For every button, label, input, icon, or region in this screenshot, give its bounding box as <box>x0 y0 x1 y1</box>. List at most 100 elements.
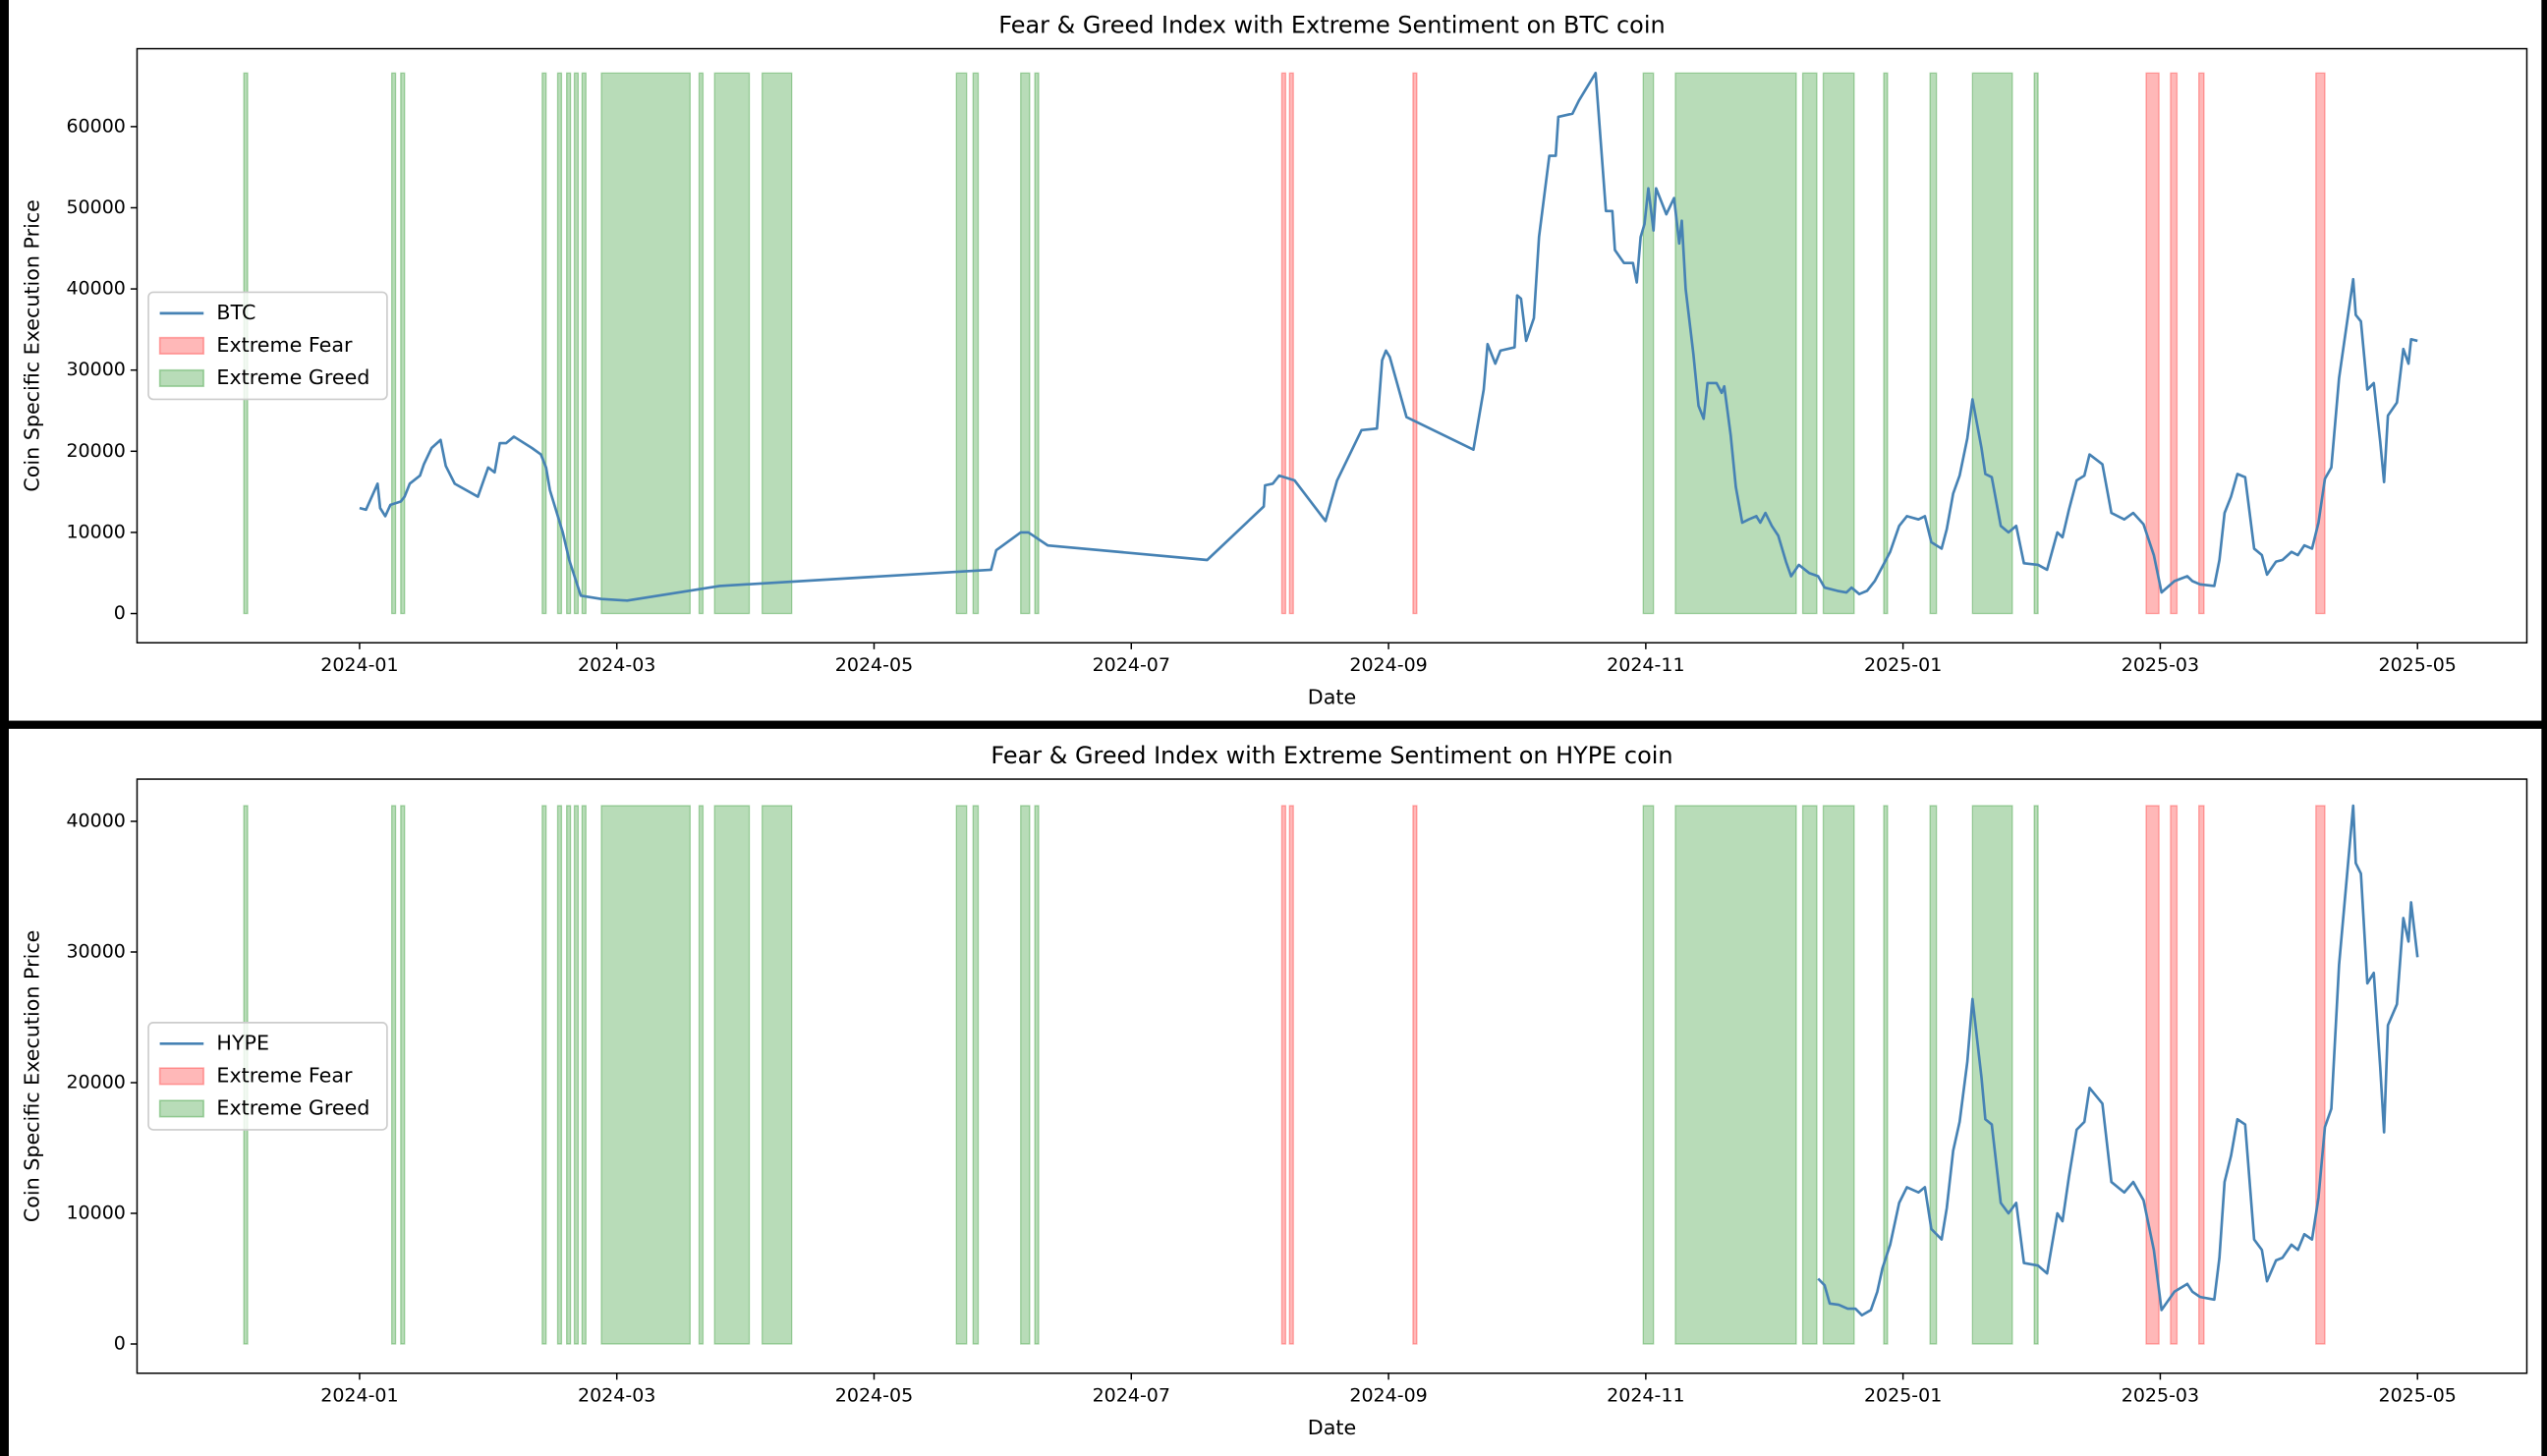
x-tick-label: 2024-01 <box>320 1384 398 1406</box>
sentiment-span <box>955 805 968 1345</box>
y-tick-label: 10000 <box>66 521 125 542</box>
sentiment-span <box>390 805 397 1345</box>
y-tick-label: 50000 <box>66 196 125 218</box>
sentiment-span <box>1288 805 1294 1345</box>
legend-patch <box>158 336 205 355</box>
sentiment-span <box>713 72 751 615</box>
y-axis-label: Coin Specific Execution Price <box>21 930 44 1223</box>
sentiment-span <box>1020 805 1031 1345</box>
x-tick-label: 2024-07 <box>1093 1384 1170 1406</box>
sentiment-span <box>2170 805 2179 1345</box>
legend-label: HYPE <box>216 1031 269 1054</box>
y-tick-label: 10000 <box>66 1203 125 1224</box>
x-tick-label: 2024-09 <box>1349 1384 1427 1406</box>
sentiment-span <box>581 72 587 615</box>
sentiment-span <box>1412 72 1418 615</box>
sentiment-span <box>761 805 793 1345</box>
sentiment-span <box>1642 72 1655 615</box>
sentiment-span <box>2033 805 2039 1345</box>
x-tick-label: 2024-03 <box>578 1384 655 1406</box>
sentiment-span <box>1929 805 1938 1345</box>
sentiment-span <box>2198 805 2205 1345</box>
x-tick-label: 2025-05 <box>2379 654 2457 676</box>
sentiment-span <box>556 72 563 615</box>
x-tick-label: 2025-03 <box>2122 1384 2199 1406</box>
x-tick-label: 2024-09 <box>1349 654 1427 676</box>
sentiment-span <box>955 72 968 615</box>
sentiment-span <box>761 72 793 615</box>
sentiment-span <box>1929 72 1938 615</box>
sentiment-span <box>2170 72 2179 615</box>
x-tick-label: 2025-01 <box>1864 1384 1942 1406</box>
sentiment-span <box>400 805 406 1345</box>
sentiment-span <box>1412 805 1418 1345</box>
sentiment-span <box>1280 72 1287 615</box>
x-tick-label: 2024-11 <box>1607 654 1684 676</box>
x-tick-label: 2024-05 <box>835 1384 913 1406</box>
legend-label: Extreme Greed <box>216 1095 369 1119</box>
sentiment-span <box>400 72 406 615</box>
sentiment-span <box>1971 72 2013 615</box>
sentiment-span <box>1034 72 1040 615</box>
plot-frame <box>136 778 2528 1374</box>
y-tick-label: 30000 <box>66 359 125 380</box>
legend-patch <box>158 1099 205 1118</box>
sentiment-span <box>2145 805 2160 1345</box>
sentiment-span <box>1288 72 1294 615</box>
sentiment-span <box>972 805 980 1345</box>
legend-label: Extreme Fear <box>216 1063 353 1087</box>
sentiment-span <box>600 805 691 1345</box>
sentiment-span <box>541 805 547 1345</box>
x-tick-label: 2024-05 <box>835 654 913 676</box>
sentiment-span <box>2033 72 2039 615</box>
legend-patch <box>158 1067 205 1086</box>
sentiment-span <box>566 805 572 1345</box>
x-tick-label: 2024-07 <box>1093 654 1170 676</box>
price-line <box>1817 804 2419 1317</box>
x-axis-label: Date <box>1308 1416 1356 1439</box>
sentiment-span <box>972 72 980 615</box>
sentiment-span <box>1674 72 1797 615</box>
y-tick-label: 0 <box>114 602 126 624</box>
legend-box <box>147 291 388 401</box>
sentiment-span <box>581 805 587 1345</box>
sentiment-span <box>2145 72 2160 615</box>
sentiment-span <box>1822 72 1855 615</box>
sentiment-span <box>1020 72 1031 615</box>
x-tick-label: 2024-03 <box>578 654 655 676</box>
sentiment-span <box>1642 805 1655 1345</box>
x-tick-label: 2025-05 <box>2379 1384 2457 1406</box>
legend-label: Extreme Greed <box>216 365 369 389</box>
price-line <box>359 72 2418 602</box>
legend: BTC Extreme Fear Extreme Greed <box>147 291 388 401</box>
sentiment-span <box>600 72 691 615</box>
legend-box <box>147 1022 388 1131</box>
x-axis-label: Date <box>1308 685 1356 708</box>
chart-title: Fear & Greed Index with Extreme Sentimen… <box>998 11 1665 38</box>
sentiment-span <box>1883 805 1889 1345</box>
sentiment-span <box>1801 72 1818 615</box>
legend-patch <box>158 368 205 388</box>
panel <box>8 0 2542 721</box>
panel <box>8 728 2542 1456</box>
sentiment-span <box>698 72 705 615</box>
sentiment-span <box>1674 805 1797 1345</box>
sentiment-span <box>390 72 397 615</box>
legend: HYPE Extreme Fear Extreme Greed <box>147 1022 388 1131</box>
sentiment-span <box>1801 805 1818 1345</box>
sentiment-span <box>2315 72 2326 615</box>
sentiment-span <box>713 805 751 1345</box>
x-tick-label: 2025-03 <box>2122 654 2199 676</box>
y-tick-label: 40000 <box>66 278 125 300</box>
y-tick-label: 20000 <box>66 1072 125 1093</box>
x-tick-label: 2025-01 <box>1864 654 1942 676</box>
sentiment-span <box>1971 805 2013 1345</box>
y-tick-label: 20000 <box>66 440 125 462</box>
x-tick-label: 2024-11 <box>1607 1384 1684 1406</box>
sentiment-span <box>1034 805 1040 1345</box>
sentiment-span <box>1883 72 1889 615</box>
sentiment-span <box>698 805 705 1345</box>
y-tick-label: 40000 <box>66 811 125 832</box>
x-tick-label: 2024-01 <box>320 654 398 676</box>
